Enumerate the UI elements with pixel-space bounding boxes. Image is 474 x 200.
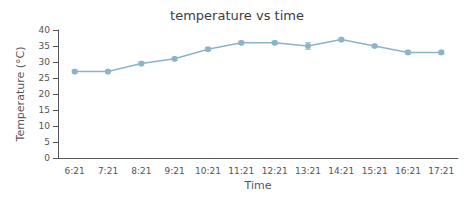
svg-text:5: 5 xyxy=(44,137,50,147)
svg-text:0: 0 xyxy=(44,153,50,163)
svg-text:13:21: 13:21 xyxy=(295,166,321,176)
svg-text:35: 35 xyxy=(39,41,50,51)
svg-text:30: 30 xyxy=(39,57,51,67)
svg-text:10: 10 xyxy=(39,121,51,131)
svg-text:25: 25 xyxy=(39,73,50,83)
svg-text:17:21: 17:21 xyxy=(428,166,454,176)
svg-text:14:21: 14:21 xyxy=(328,166,354,176)
svg-text:8:21: 8:21 xyxy=(131,166,151,176)
svg-text:40: 40 xyxy=(39,25,51,35)
svg-text:7:21: 7:21 xyxy=(98,166,118,176)
svg-text:6:21: 6:21 xyxy=(65,166,85,176)
svg-text:11:21: 11:21 xyxy=(228,166,254,176)
svg-text:15: 15 xyxy=(39,105,50,115)
svg-text:16:21: 16:21 xyxy=(395,166,421,176)
svg-text:20: 20 xyxy=(39,89,51,99)
svg-text:10:21: 10:21 xyxy=(195,166,221,176)
svg-text:9:21: 9:21 xyxy=(165,166,185,176)
svg-text:Temperature (°C): Temperature (°C) xyxy=(14,47,27,143)
svg-text:temperature vs time: temperature vs time xyxy=(170,8,304,23)
svg-text:Time: Time xyxy=(244,179,272,192)
svg-text:15:21: 15:21 xyxy=(362,166,388,176)
svg-text:12:21: 12:21 xyxy=(262,166,288,176)
